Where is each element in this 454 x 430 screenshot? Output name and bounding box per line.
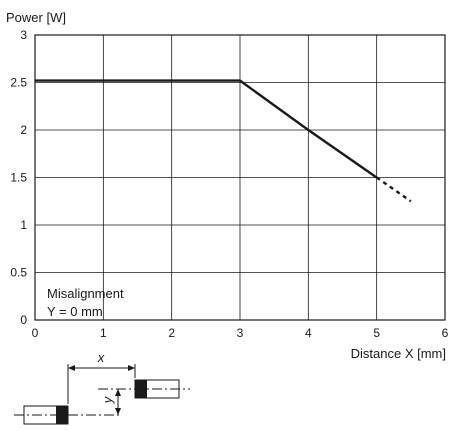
- y-tick-labels: 0 0.5 1 1.5 2 2.5 3: [10, 28, 27, 327]
- x-tick-labels: 0 1 2 3 4 5 6: [32, 326, 449, 340]
- series-line-extrapolated: [375, 176, 412, 203]
- annotation-y-value: Y = 0 mm: [47, 304, 103, 319]
- x-tick-label: 3: [237, 326, 244, 340]
- x-tick-label: 1: [100, 326, 107, 340]
- series-line-power: [35, 79, 378, 179]
- y-dim-label: y: [100, 395, 115, 404]
- misalignment-diagram: x y: [14, 350, 190, 425]
- x-tick-label: 4: [305, 326, 312, 340]
- x-tick-label: 0: [32, 326, 39, 340]
- grid-lines: [34, 34, 446, 321]
- x-dim-arrow-left: [68, 365, 75, 371]
- right-sensor-face: [135, 380, 147, 398]
- y-dim-arrow-top: [115, 389, 121, 396]
- annotation-misalignment: Misalignment: [47, 286, 124, 301]
- x-tick-label: 6: [442, 326, 449, 340]
- x-dim-arrow-right: [128, 365, 135, 371]
- series-lines: [35, 79, 412, 203]
- y-tick-label: 1.5: [10, 171, 27, 185]
- left-sensor-face: [56, 406, 68, 424]
- y-tick-label: 0.5: [10, 266, 27, 280]
- y-axis-title: Power [W]: [6, 10, 66, 25]
- x-tick-label: 2: [168, 326, 175, 340]
- y-tick-label: 0: [20, 313, 27, 327]
- x-dim-label: x: [97, 350, 105, 365]
- y-dim-arrow-bottom: [115, 408, 121, 415]
- y-tick-label: 2: [20, 123, 27, 137]
- y-tick-label: 2.5: [10, 76, 27, 90]
- x-tick-label: 5: [373, 326, 380, 340]
- plot-frame: [34, 34, 446, 321]
- y-tick-label: 3: [20, 28, 27, 42]
- y-tick-label: 1: [20, 218, 27, 232]
- x-axis-title: Distance X [mm]: [351, 346, 446, 361]
